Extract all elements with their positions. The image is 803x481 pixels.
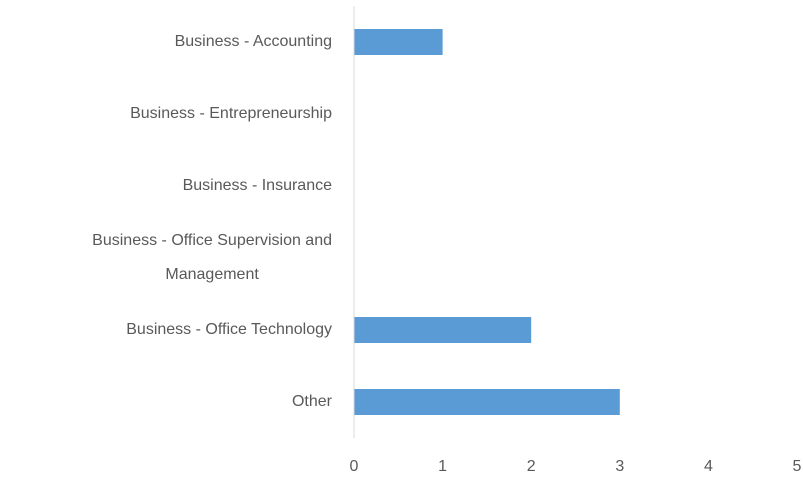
y-tick-label: Business - Entrepreneurship (130, 105, 332, 122)
y-tick-label: Business - Accounting (175, 33, 332, 50)
x-tick-label: 4 (704, 458, 713, 475)
bar (354, 389, 620, 415)
bar (354, 317, 532, 343)
x-tick-label: 0 (350, 458, 359, 475)
x-tick-label: 3 (615, 458, 624, 475)
y-tick-label: Business - Office Technology (126, 321, 332, 338)
y-tick-label: Business - Insurance (183, 177, 333, 194)
y-tick-label: Other (292, 393, 333, 410)
bar (354, 29, 443, 55)
x-tick-label: 5 (793, 458, 802, 475)
y-tick-label: Business - Office Supervision and Managem… (92, 232, 332, 283)
x-tick-label: 2 (527, 458, 536, 475)
x-tick-label: 1 (438, 458, 447, 475)
